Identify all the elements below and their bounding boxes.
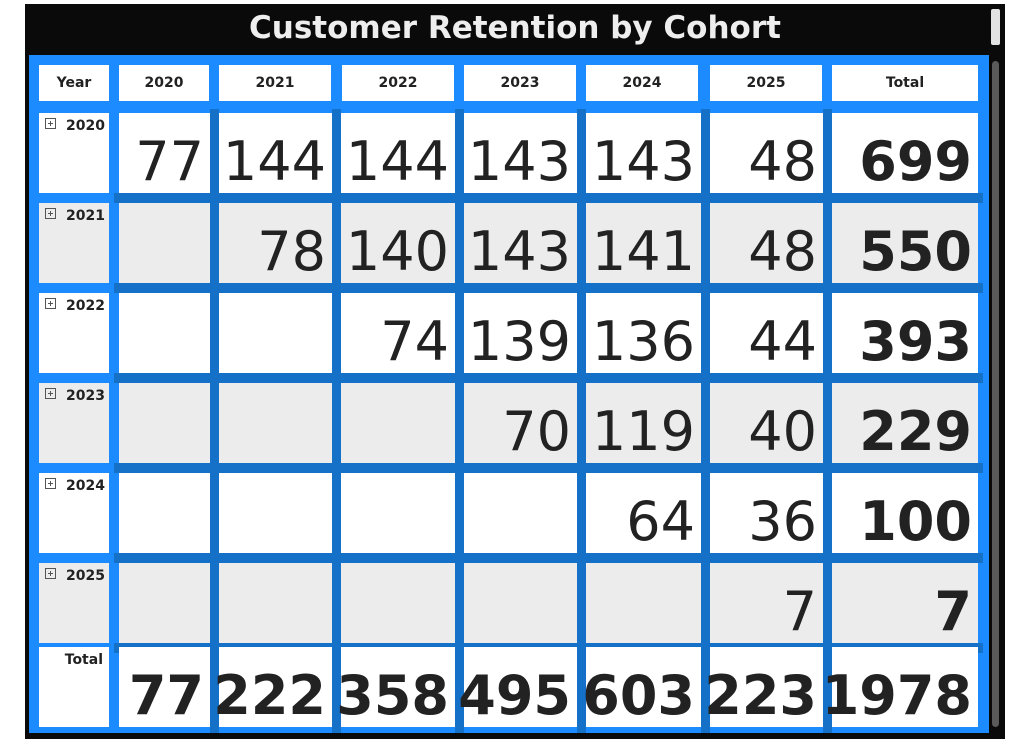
value-cell[interactable] — [341, 383, 455, 463]
row-header-label: 2024 — [66, 478, 105, 494]
value-cell[interactable] — [586, 563, 701, 643]
expand-icon[interactable] — [45, 118, 56, 129]
column-total-cell[interactable]: 603 — [582, 647, 701, 727]
value-cell[interactable]: 143 — [464, 113, 577, 193]
value-cell[interactable]: 136 — [586, 293, 701, 373]
column-header-2020[interactable]: 2020 — [119, 65, 209, 101]
row-divider — [114, 193, 983, 203]
column-header-2023[interactable]: 2023 — [464, 65, 576, 101]
row-total-cell[interactable]: 229 — [832, 383, 978, 463]
row-total-cell[interactable]: 699 — [832, 113, 978, 193]
row-total-cell[interactable]: 7 — [832, 563, 978, 643]
column-header-2021[interactable]: 2021 — [219, 65, 331, 101]
value-cell[interactable]: 40 — [710, 383, 823, 463]
row-header-2021[interactable]: 2021 — [39, 203, 109, 283]
value-cell[interactable]: 48 — [710, 113, 823, 193]
column-total-cell[interactable]: 223 — [704, 647, 823, 727]
row-divider — [114, 463, 983, 473]
expand-icon[interactable] — [45, 298, 56, 309]
grand-total-cell[interactable]: 1978 — [822, 647, 978, 727]
expand-icon[interactable] — [45, 388, 56, 399]
row-header-label: 2020 — [66, 118, 105, 134]
value-cell[interactable]: 119 — [586, 383, 701, 463]
row-header-label: Total — [64, 652, 103, 668]
vertical-scrollbar[interactable] — [990, 55, 1002, 733]
expand-icon[interactable] — [45, 208, 56, 219]
value-cell[interactable] — [341, 473, 455, 553]
value-cell[interactable]: 44 — [710, 293, 823, 373]
scrollbar-thumb[interactable] — [992, 61, 999, 727]
value-cell[interactable]: 144 — [341, 113, 455, 193]
value-cell[interactable]: 64 — [586, 473, 701, 553]
value-cell[interactable] — [219, 473, 332, 553]
value-cell[interactable]: 143 — [464, 203, 577, 283]
value-cell[interactable]: 36 — [710, 473, 823, 553]
matrix-visual: Customer Retention by Cohort Year 2020 2… — [25, 4, 1005, 739]
expand-icon[interactable] — [45, 478, 56, 489]
column-header-2024[interactable]: 2024 — [586, 65, 698, 101]
row-header-label: 2021 — [66, 208, 105, 224]
row-total-cell[interactable]: 393 — [832, 293, 978, 373]
value-cell[interactable] — [119, 293, 210, 373]
row-total-cell[interactable]: 550 — [832, 203, 978, 283]
column-divider — [332, 109, 341, 733]
row-header-2020[interactable]: 2020 — [39, 113, 109, 193]
retention-matrix: Year 2020 2021 2022 2023 2024 2025 Total… — [29, 55, 989, 733]
column-total-cell[interactable]: 358 — [336, 647, 455, 727]
column-header-2025[interactable]: 2025 — [710, 65, 822, 101]
value-cell[interactable] — [119, 203, 210, 283]
value-cell[interactable]: 7 — [710, 563, 823, 643]
column-total-cell[interactable]: 495 — [458, 647, 577, 727]
row-divider — [114, 373, 983, 383]
column-divider — [823, 109, 832, 733]
column-divider — [210, 109, 219, 733]
value-cell[interactable] — [464, 473, 577, 553]
value-cell[interactable] — [119, 383, 210, 463]
value-cell[interactable] — [341, 563, 455, 643]
row-header-label: 2025 — [66, 568, 105, 584]
value-cell[interactable]: 141 — [586, 203, 701, 283]
column-header-year[interactable]: Year — [39, 65, 109, 101]
value-cell[interactable]: 144 — [219, 113, 332, 193]
value-cell[interactable]: 74 — [341, 293, 455, 373]
row-total-cell[interactable]: 100 — [832, 473, 978, 553]
value-cell[interactable]: 78 — [219, 203, 332, 283]
value-cell[interactable] — [219, 383, 332, 463]
column-total-cell[interactable]: 222 — [213, 647, 332, 727]
value-cell[interactable] — [219, 293, 332, 373]
expand-icon[interactable] — [45, 568, 56, 579]
title-scrollbar[interactable] — [991, 9, 1000, 45]
row-divider — [114, 283, 983, 293]
visual-title: Customer Retention by Cohort — [249, 10, 781, 46]
value-cell[interactable]: 139 — [464, 293, 577, 373]
row-header-total: Total — [39, 647, 109, 727]
value-cell[interactable]: 70 — [464, 383, 577, 463]
column-header-total[interactable]: Total — [832, 65, 978, 101]
value-cell[interactable]: 77 — [119, 113, 210, 193]
value-cell[interactable]: 143 — [586, 113, 701, 193]
column-divider — [455, 109, 464, 733]
row-header-label: 2022 — [66, 298, 105, 314]
column-total-cell[interactable]: 77 — [119, 647, 210, 727]
column-header-2022[interactable]: 2022 — [342, 65, 454, 101]
row-header-2023[interactable]: 2023 — [39, 383, 109, 463]
value-cell[interactable] — [119, 563, 210, 643]
column-divider — [577, 109, 586, 733]
value-cell[interactable] — [119, 473, 210, 553]
row-header-2022[interactable]: 2022 — [39, 293, 109, 373]
row-header-2024[interactable]: 2024 — [39, 473, 109, 553]
row-header-label: 2023 — [66, 388, 105, 404]
value-cell[interactable] — [219, 563, 332, 643]
value-cell[interactable]: 140 — [341, 203, 455, 283]
value-cell[interactable] — [464, 563, 577, 643]
value-cell[interactable]: 48 — [710, 203, 823, 283]
column-divider — [701, 109, 710, 733]
row-divider — [114, 553, 983, 563]
row-header-2025[interactable]: 2025 — [39, 563, 109, 643]
